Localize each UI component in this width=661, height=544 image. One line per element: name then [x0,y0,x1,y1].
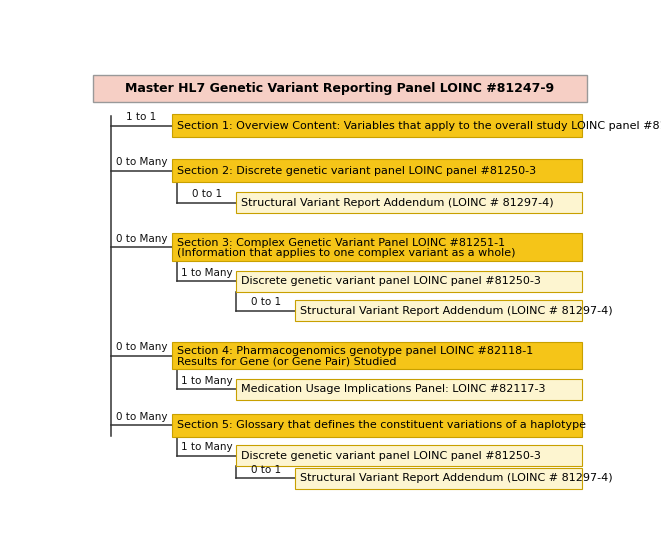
Text: 0 to Many: 0 to Many [116,157,167,168]
Text: Section 4: Pharmacogenomics genotype panel LOINC #82118-1: Section 4: Pharmacogenomics genotype pan… [177,347,533,356]
Text: 0 to Many: 0 to Many [116,412,167,422]
FancyBboxPatch shape [237,379,582,400]
FancyBboxPatch shape [237,445,582,466]
Text: Section 2: Discrete genetic variant panel LOINC panel #81250-3: Section 2: Discrete genetic variant pane… [177,166,537,176]
FancyBboxPatch shape [295,300,582,321]
Text: 0 to 1: 0 to 1 [251,298,281,307]
Text: 1 to Many: 1 to Many [181,376,233,386]
Text: (Information that applies to one complex variant as a whole): (Information that applies to one complex… [177,248,516,257]
Text: 0 to Many: 0 to Many [116,234,167,244]
FancyBboxPatch shape [295,468,582,489]
Text: 1 to Many: 1 to Many [181,442,233,452]
Text: 0 to 1: 0 to 1 [251,465,281,475]
FancyBboxPatch shape [237,192,582,213]
FancyBboxPatch shape [173,233,582,261]
Text: Structural Variant Report Addendum (LOINC # 81297-4): Structural Variant Report Addendum (LOIN… [300,306,613,316]
Text: Structural Variant Report Addendum (LOINC # 81297-4): Structural Variant Report Addendum (LOIN… [241,197,554,208]
FancyBboxPatch shape [237,271,582,292]
Text: 1 to Many: 1 to Many [181,268,233,278]
Text: Medication Usage Implications Panel: LOINC #82117-3: Medication Usage Implications Panel: LOI… [241,385,546,394]
Text: Section 3: Complex Genetic Variant Panel LOINC #81251-1: Section 3: Complex Genetic Variant Panel… [177,238,506,248]
FancyBboxPatch shape [173,159,582,182]
Text: Section 1: Overview Content: Variables that apply to the overall study LOINC pan: Section 1: Overview Content: Variables t… [177,121,661,131]
Text: Discrete genetic variant panel LOINC panel #81250-3: Discrete genetic variant panel LOINC pan… [241,276,541,287]
Text: Section 5: Glossary that defines the constituent variations of a haplotype: Section 5: Glossary that defines the con… [177,420,586,430]
Text: Structural Variant Report Addendum (LOINC # 81297-4): Structural Variant Report Addendum (LOIN… [300,473,613,483]
FancyBboxPatch shape [93,75,587,102]
FancyBboxPatch shape [173,342,582,369]
FancyBboxPatch shape [173,413,582,437]
Text: 0 to 1: 0 to 1 [192,189,222,199]
Text: Results for Gene (or Gene Pair) Studied: Results for Gene (or Gene Pair) Studied [177,356,397,366]
Text: Master HL7 Genetic Variant Reporting Panel LOINC #81247-9: Master HL7 Genetic Variant Reporting Pan… [126,82,555,95]
Text: Discrete genetic variant panel LOINC panel #81250-3: Discrete genetic variant panel LOINC pan… [241,450,541,461]
Text: 0 to Many: 0 to Many [116,342,167,352]
FancyBboxPatch shape [173,114,582,137]
Text: 1 to 1: 1 to 1 [126,112,157,122]
